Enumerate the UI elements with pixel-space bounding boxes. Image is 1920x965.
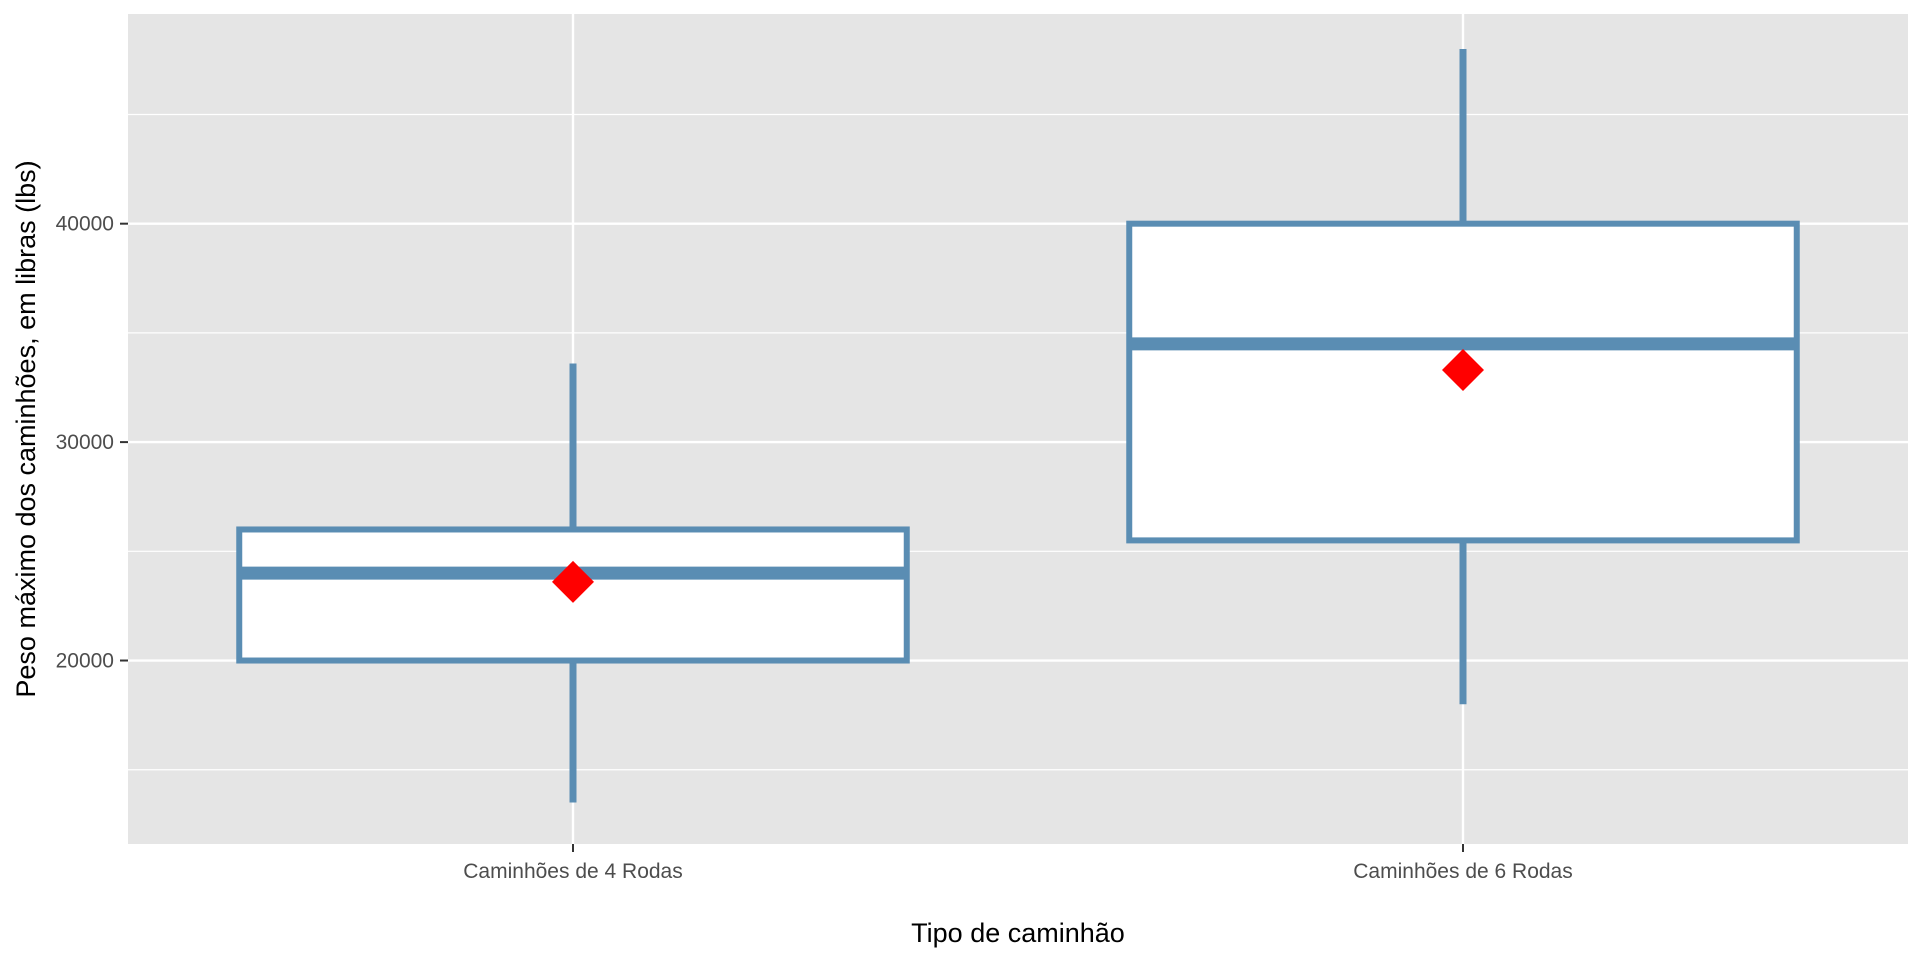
boxes — [236, 48, 1800, 803]
x-axis-title: Tipo de caminhão — [911, 918, 1125, 948]
box-group — [1126, 48, 1800, 705]
box-group — [236, 363, 910, 803]
y-tick-label: 20000 — [56, 650, 114, 673]
mean-marker — [552, 560, 594, 603]
y-axis-title: Peso máximo dos caminhões, em libras (lb… — [11, 160, 41, 697]
y-tick-label: 40000 — [56, 213, 114, 236]
y-tick-label: 30000 — [56, 431, 114, 454]
x-tick-label: Caminhões de 6 Rodas — [1353, 860, 1572, 883]
mean-marker — [1442, 349, 1484, 392]
axes: 20000 30000 40000 Caminhões de 4 Rodas Camin… — [56, 213, 1573, 883]
x-tick-label: Caminhões de 4 Rodas — [463, 860, 682, 883]
